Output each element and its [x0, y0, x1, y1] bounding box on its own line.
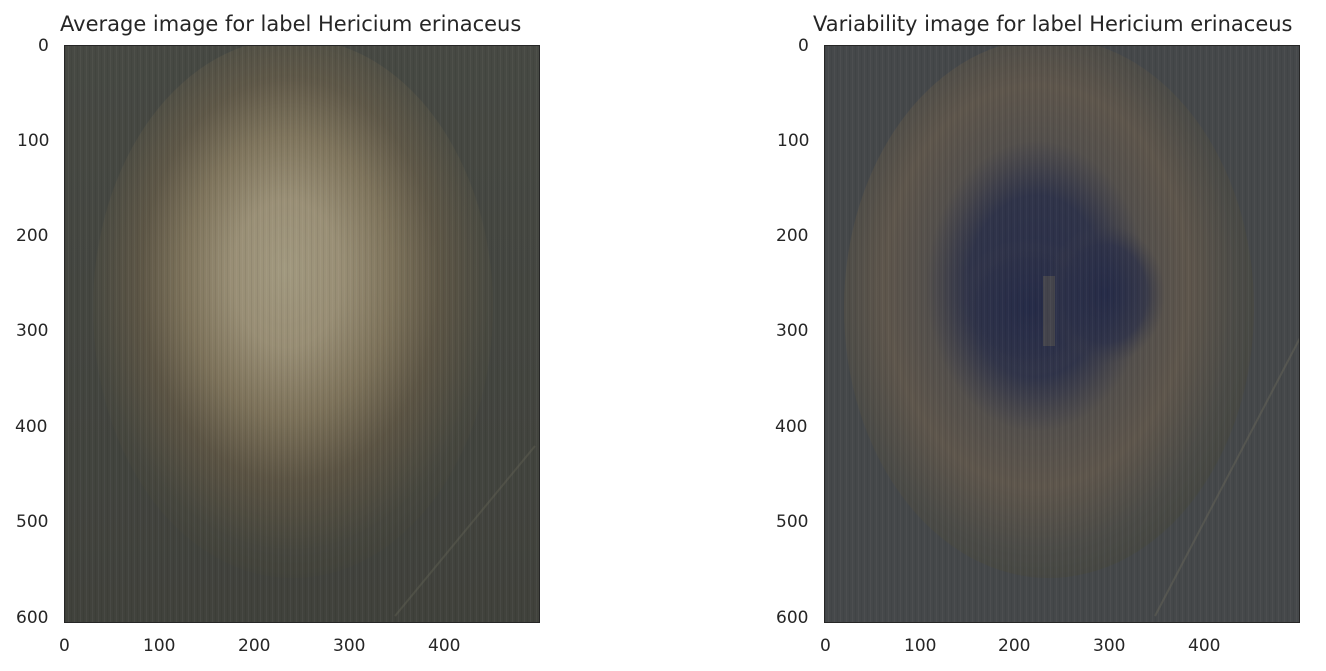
var-y-tick: 0	[798, 36, 809, 56]
avg-x-tick: 100	[143, 636, 176, 656]
avg-y-tick: 0	[38, 36, 49, 56]
average-image-title: Average image for label Hericium erinace…	[60, 12, 522, 36]
var-y-tick: 300	[776, 321, 809, 341]
variability-image-title: Variability image for label Hericium eri…	[813, 12, 1293, 36]
var-y-tick: 400	[775, 417, 808, 437]
avg-y-tick: 100	[17, 131, 50, 151]
avg-x-tick: 200	[238, 636, 271, 656]
avg-y-tick: 600	[16, 608, 49, 628]
var-x-tick: 200	[998, 636, 1031, 656]
variability-image-plot	[824, 45, 1300, 623]
avg-y-tick: 300	[16, 321, 49, 341]
avg-y-tick: 200	[16, 226, 49, 246]
avg-x-tick: 400	[428, 636, 461, 656]
var-y-tick: 600	[776, 608, 809, 628]
avg-x-tick: 300	[333, 636, 366, 656]
var-x-tick: 0	[820, 636, 831, 656]
var-y-tick: 100	[777, 131, 810, 151]
var-x-tick: 300	[1093, 636, 1126, 656]
avg-y-tick: 500	[16, 512, 49, 532]
var-x-tick: 100	[904, 636, 937, 656]
avg-y-tick: 400	[15, 417, 48, 437]
avg-x-tick: 0	[59, 636, 70, 656]
var-y-tick: 200	[776, 226, 809, 246]
average-image-heatmap	[65, 46, 539, 622]
variability-image-heatmap	[825, 46, 1299, 622]
var-x-tick: 400	[1188, 636, 1221, 656]
var-y-tick: 500	[776, 512, 809, 532]
average-image-plot	[64, 45, 540, 623]
